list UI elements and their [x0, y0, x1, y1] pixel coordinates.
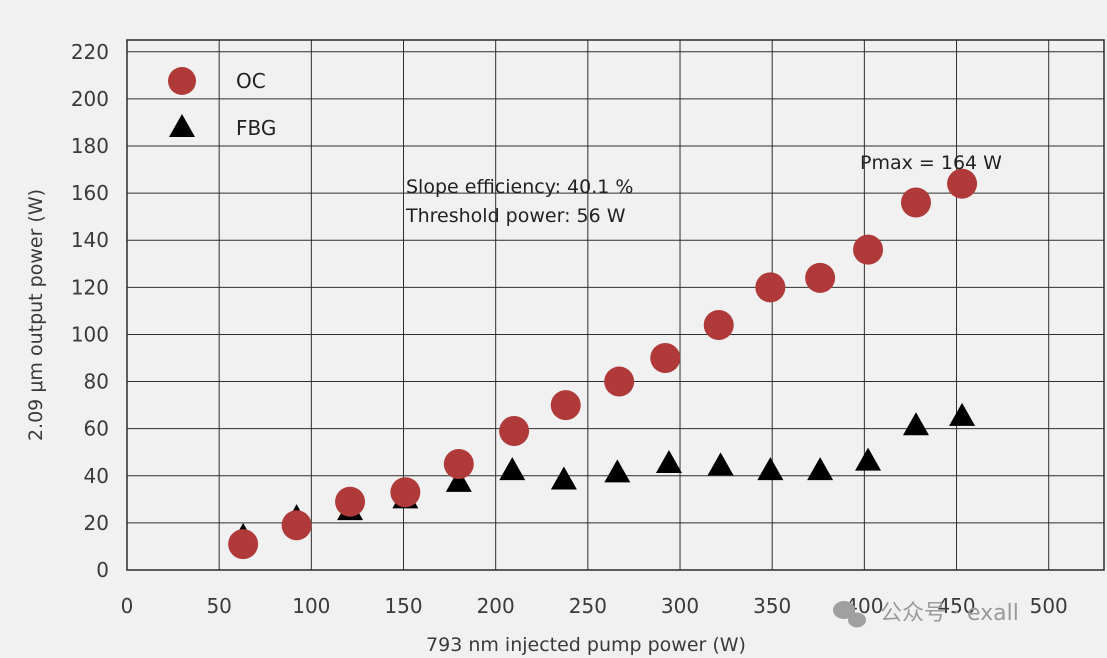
x-tick-label: 100 — [292, 594, 330, 618]
oc-point — [499, 416, 530, 447]
y-tick-label: 100 — [71, 322, 109, 346]
x-tick-label: 150 — [384, 594, 422, 618]
y-axis-label: 2.09 μm output power (W) — [25, 189, 47, 441]
oc-point — [390, 477, 421, 508]
legend-fbg-label: FBG — [236, 116, 276, 140]
fbg-point — [807, 457, 834, 481]
y-tick-label: 80 — [84, 370, 109, 394]
slope-efficiency-annotation: Slope efficiency: 40.1 % — [406, 176, 633, 198]
y-tick-label: 140 — [71, 228, 109, 252]
x-tick-labels: 0 50 100 150 200 250 300 350 400 450 500 — [121, 594, 1068, 618]
oc-point — [900, 187, 931, 218]
y-tick-label: 160 — [71, 181, 109, 205]
x-axis-label: 793 nm injected pump power (W) — [426, 634, 746, 656]
fbg-point — [499, 457, 526, 481]
y-tick-label: 220 — [71, 40, 109, 64]
x-tick-label: 300 — [661, 594, 699, 618]
x-tick-label: 350 — [753, 594, 791, 618]
fbg-point — [655, 450, 682, 473]
y-tick-labels: 0 20 40 60 80 100 120 140 160 180 200 220 — [71, 40, 109, 582]
plot-frame — [126, 39, 1105, 571]
pmax-annotation: Pmax = 164 W — [860, 152, 1002, 174]
y-tick-label: 120 — [71, 275, 109, 299]
legend-oc-label: OC — [236, 69, 266, 93]
oc-point — [853, 234, 884, 265]
oc-point — [228, 529, 259, 560]
oc-point — [604, 366, 635, 397]
fbg-point — [949, 402, 976, 426]
oc-point — [335, 486, 366, 517]
oc-point — [805, 262, 836, 293]
oc-series — [228, 168, 978, 560]
x-tick-label: 250 — [569, 594, 607, 618]
legend: OC FBG — [168, 67, 276, 140]
fbg-point — [757, 457, 784, 481]
oc-point — [443, 449, 474, 479]
fbg-point — [445, 468, 472, 492]
threshold-power-annotation: Threshold power: 56 W — [405, 205, 626, 227]
wechat-icon — [833, 601, 866, 628]
fbg-point — [550, 466, 577, 490]
fbg-point — [855, 447, 882, 471]
fbg-point — [707, 452, 734, 476]
fbg-point — [902, 412, 929, 436]
x-tick-label: 50 — [206, 594, 231, 618]
y-tick-label: 180 — [71, 134, 109, 158]
y-tick-label: 20 — [84, 511, 109, 535]
legend-fbg-marker — [169, 114, 195, 137]
oc-point — [703, 310, 734, 341]
fbg-point — [604, 459, 631, 483]
oc-point — [550, 390, 581, 421]
grid — [127, 40, 1104, 570]
y-tick-label: 40 — [84, 464, 109, 488]
oc-point — [650, 343, 681, 373]
x-tick-label: 450 — [937, 594, 975, 618]
watermark-text: 公众号 · exall — [880, 601, 1019, 626]
y-tick-label: 60 — [84, 417, 109, 441]
oc-point — [947, 168, 978, 199]
x-tick-label: 200 — [477, 594, 515, 618]
x-tick-label: 500 — [1030, 594, 1068, 618]
legend-oc-marker — [168, 67, 196, 95]
watermark: 公众号 · exall — [833, 601, 1019, 628]
y-tick-label: 200 — [71, 87, 109, 111]
y-tick-label: 0 — [96, 558, 109, 582]
x-tick-label: 0 — [121, 594, 134, 618]
oc-point — [755, 272, 786, 303]
oc-point — [281, 510, 312, 541]
